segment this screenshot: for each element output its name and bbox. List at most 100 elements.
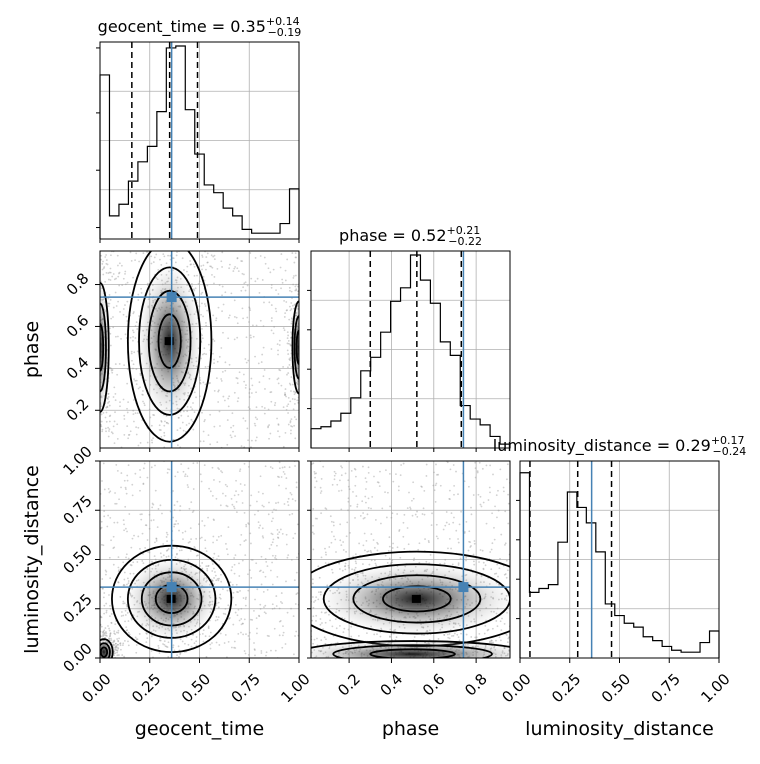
sample-point bbox=[257, 510, 260, 512]
sample-point bbox=[287, 353, 290, 355]
sample-point bbox=[250, 277, 253, 280]
sample-point bbox=[104, 569, 107, 572]
sample-point bbox=[107, 674, 109, 676]
sample-point bbox=[290, 425, 292, 427]
sample-point bbox=[220, 580, 223, 583]
sample-point bbox=[283, 299, 285, 302]
sample-point bbox=[472, 553, 475, 556]
sample-point bbox=[95, 351, 97, 353]
sample-point bbox=[220, 534, 223, 537]
sample-point bbox=[233, 646, 236, 649]
sample-point bbox=[164, 420, 166, 423]
sample-point bbox=[117, 300, 119, 303]
sample-point bbox=[106, 405, 109, 408]
sample-point bbox=[107, 663, 109, 665]
sample-point bbox=[302, 325, 304, 327]
sample-point bbox=[94, 666, 96, 668]
sample-point bbox=[516, 666, 518, 668]
sample-point bbox=[254, 598, 256, 601]
sample-point bbox=[96, 642, 98, 644]
sample-point bbox=[189, 176, 191, 178]
sample-point bbox=[236, 614, 239, 617]
hist-panel-luminosity_distance: luminosity_distance = 0.29+0.17 −0.24 bbox=[493, 434, 746, 659]
sample-point bbox=[176, 546, 178, 549]
sample-point bbox=[278, 476, 280, 479]
sample-point bbox=[118, 569, 120, 572]
sample-point bbox=[387, 666, 389, 668]
sample-point bbox=[313, 472, 316, 475]
sample-point bbox=[284, 392, 286, 394]
sample-point bbox=[414, 664, 416, 666]
sample-point bbox=[221, 622, 224, 625]
sample-point bbox=[320, 512, 323, 515]
sample-point bbox=[304, 333, 306, 335]
y-tick-label: 0.00 bbox=[59, 639, 95, 675]
sample-point bbox=[206, 252, 209, 255]
sample-point bbox=[151, 665, 153, 667]
sample-point bbox=[313, 532, 315, 535]
sample-point bbox=[92, 426, 94, 428]
sample-point bbox=[382, 663, 384, 665]
sample-point bbox=[212, 352, 214, 355]
sample-point bbox=[109, 332, 112, 335]
sample-point bbox=[367, 507, 370, 509]
sample-point bbox=[233, 391, 236, 394]
sample-point bbox=[219, 504, 222, 507]
sample-point bbox=[248, 523, 250, 525]
sample-point bbox=[365, 480, 368, 483]
sample-point bbox=[123, 639, 126, 642]
sample-point bbox=[139, 513, 142, 516]
sample-point bbox=[393, 663, 395, 665]
sample-point bbox=[266, 666, 268, 668]
sample-point bbox=[233, 507, 236, 510]
sample-point bbox=[433, 489, 436, 492]
sample-point bbox=[516, 621, 518, 623]
sample-point bbox=[98, 646, 100, 648]
sample-point bbox=[263, 611, 266, 614]
sample-point bbox=[180, 549, 183, 552]
sample-point bbox=[194, 663, 196, 665]
sample-point bbox=[272, 660, 274, 662]
sample-point bbox=[339, 523, 342, 526]
sample-point bbox=[300, 340, 302, 342]
sample-point bbox=[123, 414, 126, 417]
sample-point bbox=[436, 659, 438, 661]
sample-point bbox=[286, 349, 289, 352]
sample-point bbox=[376, 541, 379, 544]
sample-point bbox=[370, 533, 373, 535]
sample-point bbox=[118, 659, 120, 661]
sample-point bbox=[306, 288, 308, 290]
sample-point bbox=[105, 570, 108, 573]
sample-point bbox=[450, 678, 452, 680]
sample-point bbox=[452, 464, 455, 466]
sample-point bbox=[349, 531, 351, 534]
sample-point bbox=[163, 434, 166, 437]
sample-point bbox=[101, 180, 103, 182]
sample-point bbox=[484, 564, 487, 567]
sample-point bbox=[96, 311, 98, 313]
sample-point bbox=[245, 633, 247, 636]
sample-point bbox=[101, 666, 103, 668]
sample-point bbox=[195, 396, 197, 399]
sample-point bbox=[284, 388, 287, 390]
sample-point bbox=[230, 426, 232, 429]
sample-point bbox=[284, 643, 287, 645]
sample-point bbox=[150, 262, 153, 265]
sample-point bbox=[239, 468, 242, 471]
sample-point bbox=[147, 550, 149, 553]
sample-point bbox=[493, 526, 495, 529]
sample-point bbox=[282, 406, 285, 409]
sample-point bbox=[107, 278, 110, 281]
sample-point bbox=[113, 670, 115, 672]
sample-point bbox=[110, 317, 113, 320]
sample-point bbox=[289, 420, 292, 422]
sample-point bbox=[93, 342, 95, 344]
sample-point bbox=[368, 672, 370, 674]
density-peak bbox=[411, 594, 421, 603]
sample-point bbox=[366, 550, 369, 553]
sample-point bbox=[403, 661, 405, 663]
sample-point bbox=[149, 416, 152, 419]
panel-content bbox=[92, 176, 308, 448]
sample-point bbox=[296, 523, 299, 526]
sample-point bbox=[302, 331, 304, 333]
